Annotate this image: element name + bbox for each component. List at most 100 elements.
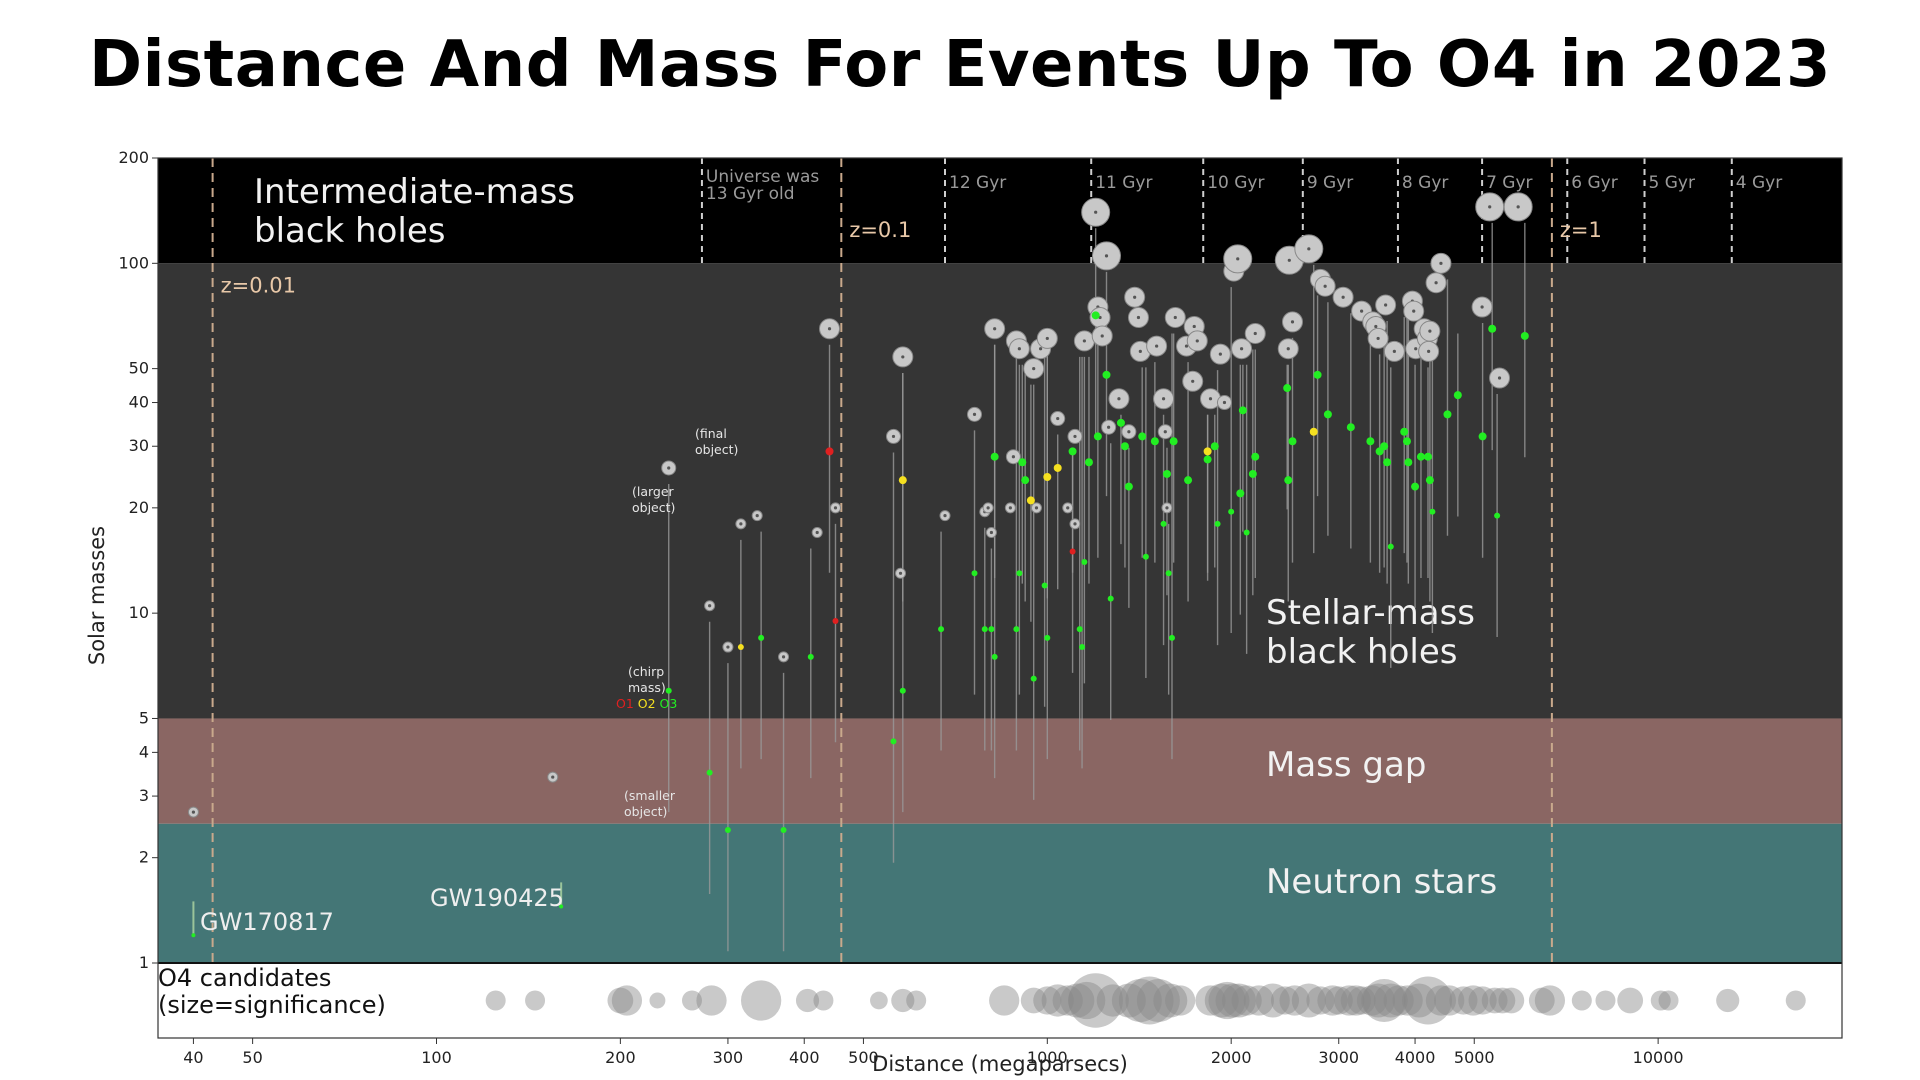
final-object-center xyxy=(833,506,838,510)
chirp-mass-marker xyxy=(1520,331,1529,340)
gyr-label: 10 Gyr xyxy=(1207,173,1264,193)
gw170817-label: GW170817 xyxy=(200,908,334,936)
chirp-mass-marker xyxy=(1228,508,1235,515)
chirp-mass-marker xyxy=(991,653,998,660)
larger-object-annotation: object) xyxy=(632,500,675,515)
final-object-center xyxy=(1392,349,1396,354)
o4-candidate xyxy=(1716,988,1740,1013)
chirp-mass-annotation: mass) xyxy=(628,680,666,695)
o4-candidate xyxy=(1153,983,1188,1018)
chirp-mass-marker xyxy=(1165,570,1172,577)
chirp-mass-marker xyxy=(1366,437,1375,446)
chirp-mass-marker xyxy=(780,826,787,833)
data-points xyxy=(187,192,1533,833)
o4-candidate xyxy=(1041,984,1074,1017)
o4-candidate xyxy=(1595,990,1616,1011)
chirp-mass-marker xyxy=(1030,675,1037,682)
y-tick-label: 100 xyxy=(118,253,149,272)
o4-candidate xyxy=(607,987,634,1014)
final-object-center xyxy=(1066,506,1070,510)
final-object-center xyxy=(1192,324,1196,329)
chirp-mass-marker xyxy=(890,738,897,745)
gyr-label: 9 Gyr xyxy=(1307,173,1353,193)
run-key: O1 O2 O3 xyxy=(616,696,677,711)
final-object-center xyxy=(551,775,555,779)
o4-candidate xyxy=(1195,985,1226,1016)
o4-candidate xyxy=(1052,985,1083,1016)
chirp-mass-marker xyxy=(724,826,731,833)
chirp-mass-marker xyxy=(1107,595,1114,602)
chirp-mass-marker xyxy=(1323,410,1332,419)
stellar-label: Stellar-mass xyxy=(1266,593,1475,633)
chirp-mass-marker xyxy=(1402,437,1411,446)
final-object-center xyxy=(943,514,947,518)
o4-candidate xyxy=(891,988,915,1013)
chirp-mass-marker xyxy=(1404,458,1413,467)
x-tick-label: 50 xyxy=(242,1048,262,1067)
chirp-mass-marker xyxy=(1248,469,1257,478)
chirp-mass-marker xyxy=(1150,437,1159,446)
chirp-mass-marker xyxy=(1478,432,1487,441)
chirp-mass-marker xyxy=(1021,476,1030,485)
chirp-mass-marker xyxy=(1116,418,1125,427)
final-object-center xyxy=(901,355,905,359)
final-object-center xyxy=(1107,425,1111,429)
o4-candidate xyxy=(1306,986,1335,1015)
chirp-mass-marker xyxy=(1081,559,1088,566)
final-object-center xyxy=(1133,295,1137,299)
run-key-o2: O2 xyxy=(638,696,660,711)
final-object-center xyxy=(1384,303,1388,307)
mass-gap-band xyxy=(158,718,1842,824)
o4-candidate xyxy=(1528,987,1555,1014)
x-tick-label: 1000 xyxy=(1027,1048,1068,1067)
o4-candidate xyxy=(1361,983,1396,1018)
chirp-mass-marker xyxy=(971,570,978,577)
redshift-label: z=1 xyxy=(1560,218,1602,242)
chirp-mass-marker xyxy=(1120,442,1129,451)
chirp-mass-marker xyxy=(1102,370,1111,379)
stellar-band xyxy=(158,263,1842,719)
final-object-center xyxy=(1307,247,1311,251)
final-object-center xyxy=(1195,339,1199,343)
chirp-mass-marker xyxy=(1076,626,1083,633)
final-object-center xyxy=(891,434,896,439)
chirp-mass-marker xyxy=(1387,543,1394,550)
final-object-center xyxy=(1138,349,1142,354)
final-object-center xyxy=(1127,430,1131,434)
chirp-mass-marker xyxy=(1488,324,1497,333)
final-object-center xyxy=(1032,367,1036,371)
chirp-mass-marker xyxy=(1429,508,1436,515)
final-object-center xyxy=(1117,397,1121,401)
chirp-mass-marker xyxy=(938,626,945,633)
x-tick-label: 40 xyxy=(183,1048,203,1067)
chirp-mass-marker xyxy=(1013,626,1020,633)
o4-candidate xyxy=(1402,983,1437,1018)
final-object-center xyxy=(1222,400,1227,405)
o4-candidate xyxy=(1204,983,1239,1018)
gyr-label: 6 Gyr xyxy=(1571,173,1617,193)
chirp-mass-marker xyxy=(1284,476,1293,485)
chirp-mass-marker xyxy=(1383,458,1392,467)
o4-strip: O4 candidates(size=significance) xyxy=(158,962,1842,1028)
x-tick-label: 10000 xyxy=(1633,1048,1684,1067)
final-object-center xyxy=(1165,506,1169,510)
final-object-center xyxy=(1287,258,1291,262)
gw190425-label: GW190425 xyxy=(430,884,564,912)
chirp-mass-marker xyxy=(981,626,988,633)
chirp-mass-marker xyxy=(1162,469,1171,478)
o4-candidate xyxy=(1270,986,1300,1015)
final-object-center xyxy=(1286,347,1290,351)
chirp-mass-marker xyxy=(1416,452,1425,461)
chirp-mass-marker xyxy=(1069,548,1076,555)
o4-candidate xyxy=(1347,986,1376,1015)
chirp-mass-marker xyxy=(1044,634,1051,641)
final-object-center xyxy=(1290,320,1295,324)
chirp-mass-marker xyxy=(1124,482,1133,491)
chirp-mass-marker xyxy=(988,626,995,633)
o4-band xyxy=(158,963,1842,1038)
o4-candidate xyxy=(1068,973,1123,1028)
chirp-mass-marker xyxy=(1043,473,1052,482)
y-tick-label: 30 xyxy=(129,436,149,455)
o4-candidate xyxy=(1650,990,1671,1011)
